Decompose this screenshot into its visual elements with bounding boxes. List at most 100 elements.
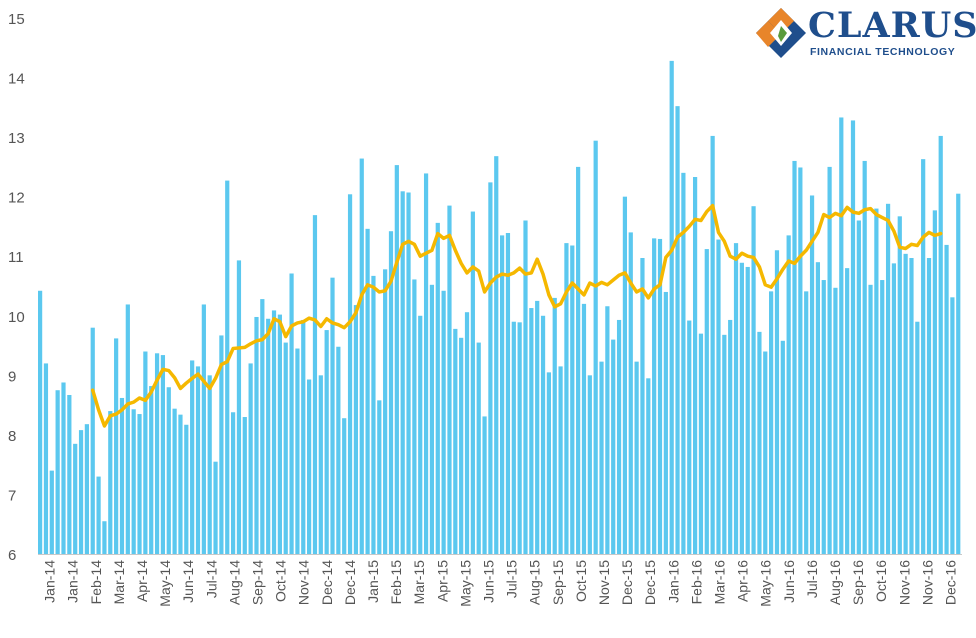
bar <box>470 211 475 554</box>
bar <box>353 305 359 554</box>
x-tick-label: Sep-16 <box>850 560 866 605</box>
x-tick-label: Nov-14 <box>296 560 312 605</box>
moving-average-line <box>90 203 943 428</box>
y-tick-label: 9 <box>8 368 16 385</box>
bar <box>558 366 563 554</box>
bar <box>49 470 54 554</box>
bar <box>903 253 908 554</box>
y-tick-label: 6 <box>8 547 16 564</box>
bar <box>201 304 206 554</box>
bar <box>692 177 698 554</box>
bar <box>780 340 785 554</box>
bar <box>529 308 534 554</box>
y-tick-label: 14 <box>8 71 25 88</box>
bar <box>114 338 119 554</box>
bar <box>704 249 709 554</box>
bar <box>757 331 762 554</box>
x-tick-label: Oct-14 <box>273 560 289 602</box>
logo-wordmark: CLARUS <box>808 5 976 46</box>
bar <box>207 375 212 554</box>
bar <box>839 117 844 555</box>
bar <box>336 346 341 554</box>
bar <box>500 235 505 554</box>
y-tick-label: 8 <box>8 428 16 445</box>
x-tick-label: Dec-15 <box>619 560 635 605</box>
bar <box>710 135 715 555</box>
x-tick-label: Jan-14 <box>65 560 81 603</box>
bar <box>383 269 388 554</box>
bar <box>429 284 435 554</box>
y-tick-label: 11 <box>8 249 24 266</box>
bar <box>546 372 551 554</box>
bar <box>915 321 920 554</box>
bar <box>774 250 780 554</box>
bar <box>125 304 130 554</box>
bar <box>628 232 633 554</box>
bar <box>184 424 189 554</box>
x-tick-label: Jun-16 <box>781 560 797 603</box>
bar <box>131 409 136 554</box>
bar <box>845 268 850 554</box>
bar <box>505 233 511 554</box>
x-tick-label: Mar-14 <box>111 560 127 605</box>
x-tick-label: Feb-14 <box>88 560 104 605</box>
bar <box>640 258 645 554</box>
bar <box>622 196 628 555</box>
clarus-logo-mark-icon <box>756 8 806 58</box>
bar <box>786 235 791 554</box>
moving-average-series <box>90 203 943 428</box>
bar <box>850 120 856 554</box>
bar <box>38 290 43 554</box>
bar <box>891 263 897 554</box>
bar <box>792 160 797 554</box>
bar <box>540 315 546 554</box>
bar <box>342 418 347 554</box>
bar <box>219 335 224 554</box>
x-tick-label: Aug-14 <box>226 560 242 605</box>
bar <box>523 220 528 555</box>
bar <box>283 342 288 554</box>
x-tick-label: Nov-16 <box>896 560 912 605</box>
bar <box>254 316 259 554</box>
bar <box>926 258 932 554</box>
bar <box>681 172 686 554</box>
bar <box>172 408 177 554</box>
bar <box>944 244 949 554</box>
bar <box>616 319 622 554</box>
logo-tagline: FINANCIAL TECHNOLOGY <box>810 46 956 58</box>
bar <box>593 140 598 554</box>
x-tick-label: Apr-15 <box>434 560 450 602</box>
bar <box>599 361 604 554</box>
bar <box>815 262 821 554</box>
bar <box>43 363 49 554</box>
bar <box>330 277 335 554</box>
x-tick-label: Jan-15 <box>365 560 381 603</box>
bar <box>769 291 774 554</box>
bar <box>862 160 867 554</box>
bar <box>377 400 382 554</box>
bar <box>494 156 499 555</box>
bar <box>798 167 803 555</box>
bar <box>190 360 195 554</box>
bar <box>576 166 581 554</box>
bar <box>728 319 733 554</box>
bar <box>307 379 312 554</box>
bar <box>687 320 692 554</box>
bar <box>605 306 610 554</box>
x-tick-label: Jul-16 <box>804 560 820 598</box>
bar <box>511 321 516 554</box>
bar <box>289 273 294 554</box>
bar <box>365 228 370 554</box>
bar <box>476 342 481 554</box>
bar <box>160 355 166 554</box>
y-tick-label: 15 <box>8 11 25 28</box>
bar <box>464 312 470 554</box>
bar <box>371 275 376 554</box>
x-tick-label: Aug-16 <box>827 560 843 605</box>
bar <box>359 158 364 555</box>
x-tick-label: Jul-14 <box>203 560 219 598</box>
x-tick-label: Oct-15 <box>573 560 589 602</box>
bar <box>488 182 493 554</box>
x-tick-label: Nov-15 <box>596 560 612 605</box>
